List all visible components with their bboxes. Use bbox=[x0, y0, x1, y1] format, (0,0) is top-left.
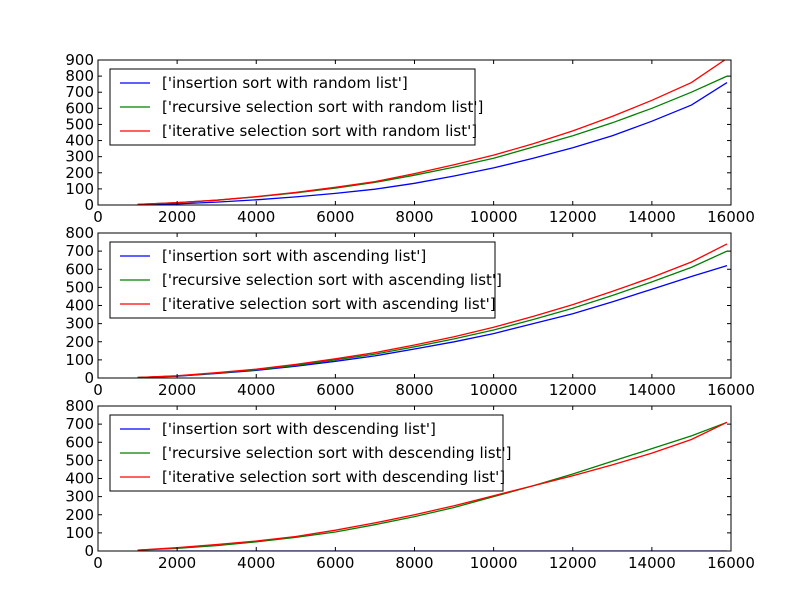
y-tick-label: 0 bbox=[84, 542, 94, 560]
series-line-iterative bbox=[137, 60, 726, 205]
y-tick-label: 500 bbox=[65, 115, 94, 133]
x-tick-label: 12000 bbox=[549, 381, 597, 399]
subplot-2: 0 2000 4000 6000 8000 10000 12000 14000 16000010… bbox=[65, 224, 755, 399]
x-tick-label: 2000 bbox=[158, 381, 196, 399]
y-tick-label: 100 bbox=[65, 524, 94, 542]
y-tick-label: 800 bbox=[65, 67, 94, 85]
subplot-3: 0 2000 4000 6000 8000 10000 12000 14000 16000010… bbox=[65, 397, 755, 572]
y-tick-label: 700 bbox=[65, 242, 94, 260]
y-tick-label: 0 bbox=[84, 196, 94, 214]
x-tick-label: 6000 bbox=[316, 554, 354, 572]
y-tick-label: 300 bbox=[65, 315, 94, 333]
x-tick-label: 12000 bbox=[549, 554, 597, 572]
x-tick-label: 10000 bbox=[470, 208, 518, 226]
legend-label-iterative: ['iterative selection sort with descendi… bbox=[162, 468, 505, 486]
legend-label-insertion: ['insertion sort with descending list'] bbox=[162, 420, 436, 438]
x-tick-label: 14000 bbox=[628, 554, 676, 572]
legend: ['insertion sort with ascending list'] ['… bbox=[109, 241, 502, 319]
y-tick-label: 400 bbox=[65, 297, 94, 315]
series-line-recursive bbox=[137, 421, 728, 551]
y-tick-label: 200 bbox=[65, 506, 94, 524]
x-tick-label: 8000 bbox=[395, 554, 433, 572]
x-tick-label: 16000 bbox=[707, 381, 755, 399]
legend-label-insertion: ['insertion sort with random list'] bbox=[162, 74, 408, 92]
legend-box bbox=[109, 68, 476, 146]
x-tick-label: 10000 bbox=[470, 554, 518, 572]
y-tick-label: 500 bbox=[65, 451, 94, 469]
series-line-insertion bbox=[137, 82, 728, 205]
series-line-iterative bbox=[137, 421, 728, 551]
legend-label-iterative: ['iterative selection sort with ascendin… bbox=[162, 295, 496, 313]
y-tick-label: 600 bbox=[65, 260, 94, 278]
x-tick-label: 10000 bbox=[470, 381, 518, 399]
y-tick-label: 700 bbox=[65, 83, 94, 101]
y-tick-label: 800 bbox=[65, 224, 94, 242]
y-tick-label: 100 bbox=[65, 180, 94, 198]
x-tick-label: 4000 bbox=[237, 208, 275, 226]
x-tick-label: 14000 bbox=[628, 381, 676, 399]
legend-label-recursive: ['recursive selection sort with ascendin… bbox=[162, 271, 502, 289]
y-tick-label: 900 bbox=[65, 51, 94, 69]
x-tick-label: 8000 bbox=[395, 381, 433, 399]
y-tick-label: 800 bbox=[65, 397, 94, 415]
y-tick-label: 0 bbox=[84, 369, 94, 387]
x-tick-label: 2000 bbox=[158, 208, 196, 226]
x-tick-label: 0 bbox=[93, 381, 103, 399]
legend-box bbox=[109, 241, 496, 319]
y-tick-label: 600 bbox=[65, 99, 94, 117]
x-tick-label: 16000 bbox=[707, 208, 755, 226]
x-tick-label: 4000 bbox=[237, 381, 275, 399]
legend-box bbox=[109, 414, 504, 492]
x-tick-label: 4000 bbox=[237, 554, 275, 572]
legend-label-iterative: ['iterative selection sort with random l… bbox=[162, 122, 477, 140]
legend-label-insertion: ['insertion sort with ascending list'] bbox=[162, 247, 426, 265]
legend-label-recursive: ['recursive selection sort with descendi… bbox=[162, 444, 511, 462]
y-tick-label: 700 bbox=[65, 415, 94, 433]
legend: ['insertion sort with descending list'] [… bbox=[109, 414, 511, 492]
legend: ['insertion sort with random list'] ['rec… bbox=[109, 68, 483, 146]
y-tick-label: 400 bbox=[65, 470, 94, 488]
x-tick-label: 0 bbox=[93, 554, 103, 572]
y-tick-label: 400 bbox=[65, 132, 94, 150]
y-tick-label: 600 bbox=[65, 433, 94, 451]
y-tick-label: 100 bbox=[65, 351, 94, 369]
x-tick-label: 2000 bbox=[158, 554, 196, 572]
x-tick-label: 0 bbox=[93, 208, 103, 226]
x-tick-label: 6000 bbox=[316, 381, 354, 399]
x-tick-label: 12000 bbox=[549, 208, 597, 226]
y-tick-label: 300 bbox=[65, 488, 94, 506]
y-tick-label: 200 bbox=[65, 333, 94, 351]
subplot-1: 0 2000 4000 6000 8000 10000 12000 14000 16000010… bbox=[65, 51, 755, 226]
x-tick-label: 14000 bbox=[628, 208, 676, 226]
legend-label-recursive: ['recursive selection sort with random l… bbox=[162, 98, 483, 116]
y-tick-label: 500 bbox=[65, 278, 94, 296]
series-line-iterative bbox=[137, 243, 728, 378]
x-tick-label: 8000 bbox=[395, 208, 433, 226]
x-tick-label: 6000 bbox=[316, 208, 354, 226]
x-tick-label: 16000 bbox=[707, 554, 755, 572]
y-tick-label: 300 bbox=[65, 148, 94, 166]
y-tick-label: 200 bbox=[65, 164, 94, 182]
